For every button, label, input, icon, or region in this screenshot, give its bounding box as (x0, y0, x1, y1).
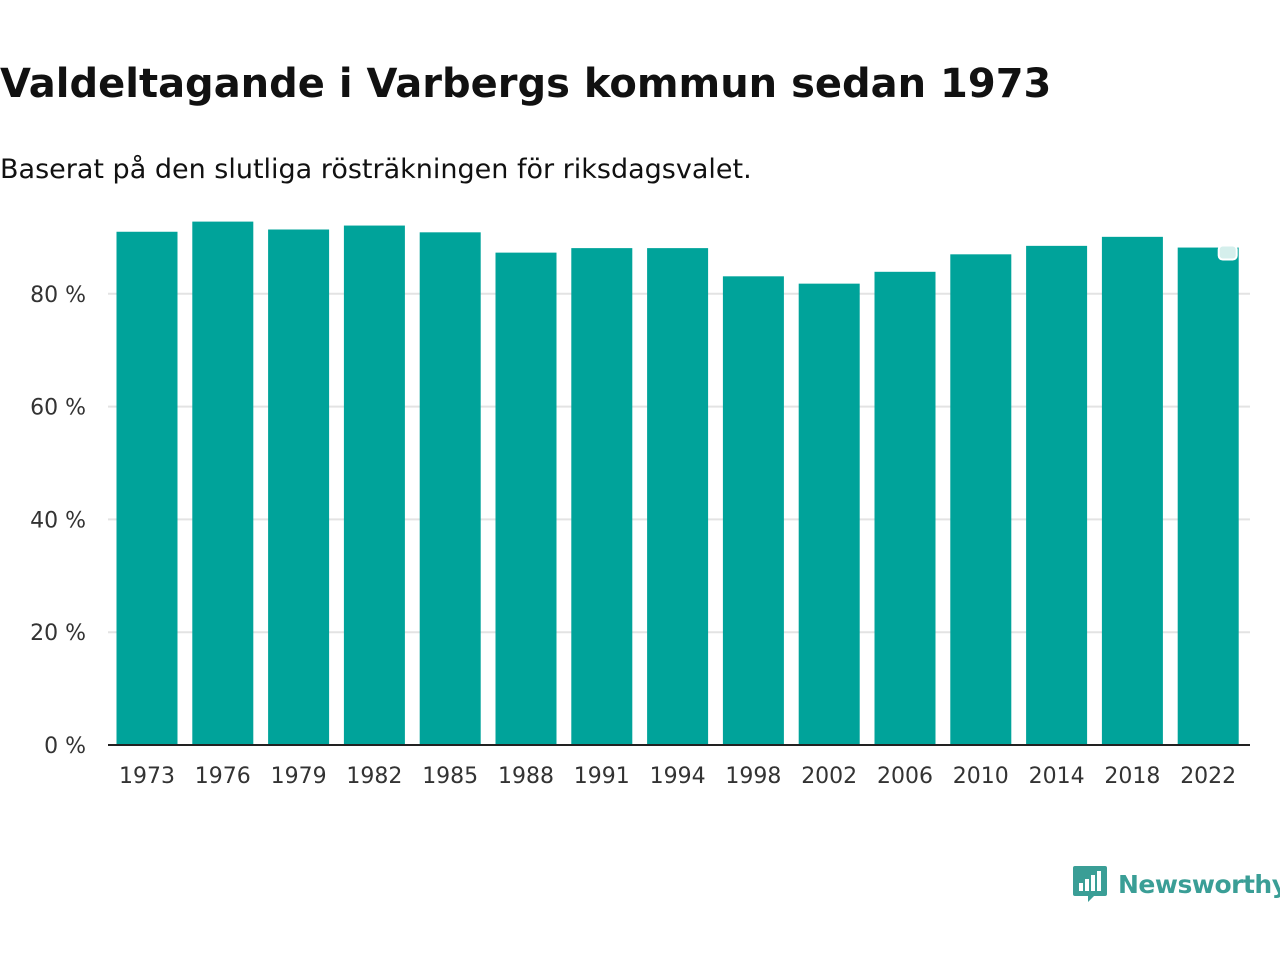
x-tick-label-1985: 1985 (422, 764, 478, 789)
chart-title: Valdeltagande i Varbergs kommun sedan 19… (0, 61, 1052, 107)
hover-marker (1217, 244, 1238, 261)
bar-2006[interactable] (874, 271, 936, 745)
bars (116, 221, 1239, 746)
bar-2022[interactable] (1177, 247, 1239, 745)
x-tick-label-2022: 2022 (1180, 764, 1236, 789)
x-tick-label-1994: 1994 (650, 764, 706, 789)
brand-name: Newsworthy (1118, 869, 1280, 899)
bar-1998[interactable] (722, 276, 784, 745)
y-tick-label: 60 % (30, 396, 86, 421)
bar-2014[interactable] (1026, 245, 1088, 746)
bar-2018[interactable] (1101, 236, 1163, 745)
chart-subtitle: Baserat på den slutliga rösträkningen fö… (0, 154, 752, 185)
newsworthy-brand: Newsworthy (1072, 864, 1280, 904)
bar-1988[interactable] (495, 252, 557, 746)
x-tick-label-2006: 2006 (877, 764, 933, 789)
bar-1973[interactable] (116, 231, 178, 745)
bar-2010[interactable] (950, 254, 1012, 745)
y-tick-label: 0 % (44, 734, 86, 759)
x-tick-label-1998: 1998 (725, 764, 781, 789)
newsworthy-logo-icon (1072, 864, 1108, 904)
x-tick-label-2002: 2002 (801, 764, 857, 789)
y-tick-label: 80 % (30, 283, 86, 308)
bar-1982[interactable] (343, 225, 405, 745)
x-axis-tick-labels: 1973 1976 1979 1982 1985 1988 1991 1994 1998 2002… (119, 764, 1236, 789)
bar-1979[interactable] (268, 229, 330, 745)
bar-1991[interactable] (571, 248, 633, 745)
x-tick-label-2018: 2018 (1104, 764, 1160, 789)
x-tick-label-1979: 1979 (271, 764, 327, 789)
x-tick-label-1976: 1976 (195, 764, 251, 789)
y-tick-label: 40 % (30, 508, 86, 533)
y-tick-label: 20 % (30, 621, 86, 646)
bar-1976[interactable] (192, 221, 254, 745)
x-tick-label-2010: 2010 (953, 764, 1009, 789)
x-tick-label-1991: 1991 (574, 764, 630, 789)
bar-1994[interactable] (647, 248, 709, 745)
x-tick-label-1973: 1973 (119, 764, 175, 789)
bar-2002[interactable] (798, 283, 860, 745)
x-tick-label-2014: 2014 (1029, 764, 1085, 789)
y-axis-tick-labels: 0 % 20 % 40 % 60 % 80 % (30, 283, 86, 759)
x-tick-label-1988: 1988 (498, 764, 554, 789)
bar-1985[interactable] (419, 232, 481, 746)
x-tick-label-1982: 1982 (346, 764, 402, 789)
